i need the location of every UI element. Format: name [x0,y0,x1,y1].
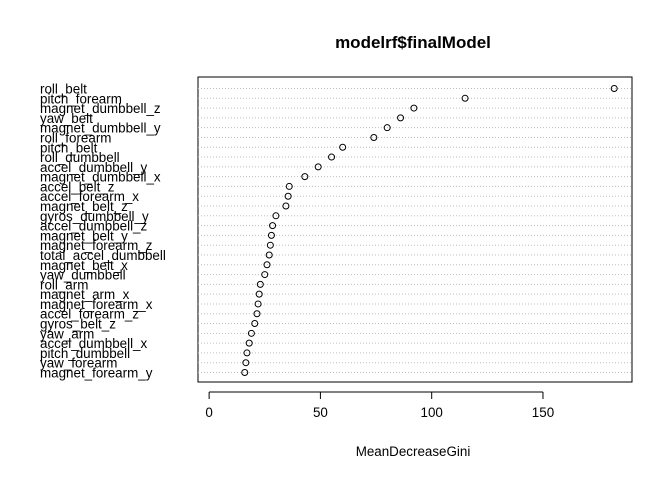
data-point [285,182,293,190]
data-point [284,192,292,200]
category-label: accel_belt_z [40,179,115,194]
data-point [261,271,269,279]
data-point [301,173,309,181]
data-point [328,153,336,161]
category-label: magnet_belt_y [40,228,128,243]
category-label: magnet_dumbbell_y [40,121,161,136]
category-label: gyros_dumbbell_y [40,209,149,224]
data-point [254,300,262,308]
chart-title: modelrf$finalModel [335,33,491,52]
category-label: pitch_forearm [40,91,122,106]
category-label: magnet_forearm_y [40,366,153,381]
data-point [242,359,250,367]
category-label: total_accel_dumbbell [40,248,166,263]
category-label: accel_dumbbell_y [40,160,147,175]
category-label: roll_arm [40,277,88,292]
category-label: magnet_belt_z [40,199,128,214]
data-point [269,222,277,230]
category-label: pitch_belt [40,140,98,155]
x-tick-label: 150 [532,405,554,420]
category-label: magnet_dumbbell_z [40,101,161,116]
category-label: magnet_arm_x [40,287,130,302]
category-label: magnet_forearm_x [40,297,153,312]
category-label: accel_dumbbell_z [40,219,147,234]
category-label: magnet_forearm_z [40,238,153,253]
data-point [461,94,469,102]
category-label: yaw_arm [40,326,94,341]
data-point [245,339,253,347]
data-point [255,290,263,298]
x-axis-label: MeanDecreaseGini [356,444,471,459]
data-point [266,241,274,249]
data-point [383,124,391,132]
x-tick-label: 50 [313,405,328,420]
data-point [370,133,378,141]
data-point [314,163,322,171]
data-point [247,329,255,337]
data-point [267,231,275,239]
category-label: gyros_belt_z [40,317,116,332]
data-point [339,143,347,151]
category-label: roll_dumbbell [40,150,120,165]
data-point [410,104,418,112]
category-label: magnet_belt_x [40,258,128,273]
data-point [251,320,259,328]
data-point [272,212,280,220]
category-label: accel_dumbbell_x [40,336,147,351]
data-point [243,349,251,357]
category-label: roll_belt [40,82,87,97]
category-label: yaw_dumbbell [40,268,126,283]
data-point [265,251,273,259]
x-axis: 0 50 100 150 [205,391,554,420]
category-label: roll_forearm [40,130,111,145]
grid-lines [198,88,632,373]
category-label: accel_forearm_z [40,307,139,322]
category-labels: roll_beltpitch_forearmmagnet_dumbbell_zy… [40,82,166,381]
category-label: accel_forearm_x [40,189,139,204]
data-point [397,114,405,122]
category-label: magnet_dumbbell_x [40,170,161,185]
data-point [610,85,618,92]
data-point [253,310,261,318]
data-points [241,85,618,376]
data-point [282,202,290,210]
x-tick-label: 100 [421,405,443,420]
category-label: pitch_dumbbell [40,346,130,361]
data-point [263,261,271,269]
category-label: yaw_belt [40,111,93,126]
data-point [256,280,264,288]
data-point [241,369,249,376]
category-label: yaw_forearm [40,356,117,371]
plot-frame [197,76,633,383]
x-tick-label: 0 [205,405,212,420]
